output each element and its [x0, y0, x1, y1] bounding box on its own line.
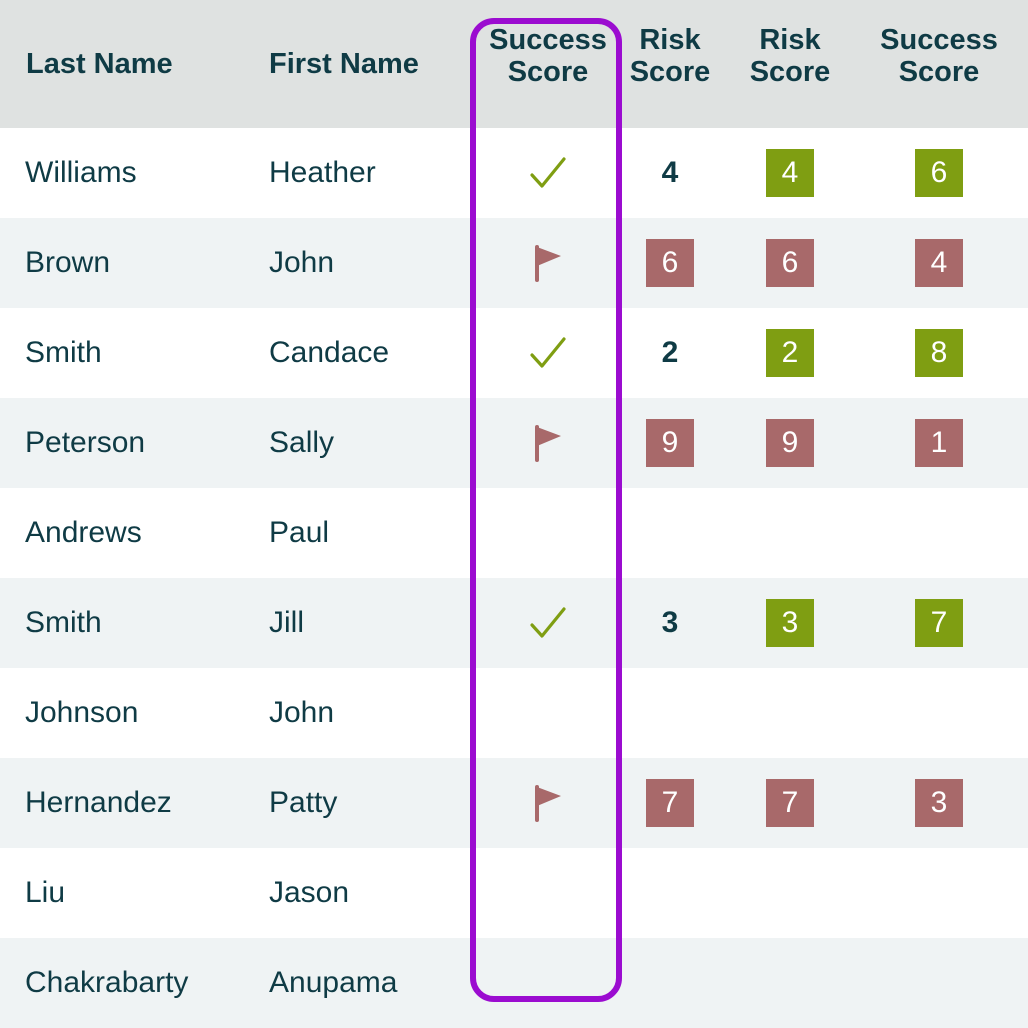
success-badge: 7	[915, 599, 963, 647]
flag-icon	[532, 784, 564, 822]
table-row[interactable]: Johnson John	[0, 668, 1028, 758]
cell-success-score: 4	[870, 218, 1008, 308]
success-badge: 1	[915, 419, 963, 467]
header-line: Success	[880, 24, 998, 56]
table-row[interactable]: Peterson Sally 9 9 1	[0, 398, 1028, 488]
header-first-name[interactable]: First Name	[269, 48, 419, 80]
cell-first-name: John	[269, 246, 335, 279]
header-success-score-status[interactable]: Success Score	[478, 0, 618, 128]
flag-icon	[532, 424, 564, 462]
cell-first-name: Heather	[269, 156, 376, 189]
success-badge: 6	[915, 149, 963, 197]
cell-last-name: Liu	[25, 876, 66, 909]
cell-last-name: Williams	[25, 156, 137, 189]
cell-last-name: Chakrabarty	[25, 966, 189, 999]
cell-last-name: Johnson	[25, 696, 139, 729]
risk-value: 4	[661, 156, 679, 189]
header-line: Score	[629, 56, 711, 88]
cell-status	[478, 758, 618, 848]
cell-first-name: Paul	[269, 516, 330, 549]
risk-value: 3	[661, 606, 679, 639]
header-success-score[interactable]: Success Score	[870, 0, 1008, 128]
cell-last-name: Smith	[25, 606, 102, 639]
header-line: Score	[898, 56, 980, 88]
cell-risk-score-plain: 4	[620, 128, 720, 218]
success-badge: 4	[915, 239, 963, 287]
cell-last-name: Peterson	[25, 426, 146, 459]
cell-success-score: 7	[870, 578, 1008, 668]
cell-risk-score: 4	[740, 128, 840, 218]
risk-value: 2	[661, 336, 679, 369]
cell-last-name: Smith	[25, 336, 102, 369]
check-icon	[530, 155, 566, 191]
cell-risk-score-plain: 3	[620, 578, 720, 668]
table-row[interactable]: Williams Heather 4 4 6	[0, 128, 1028, 218]
risk-badge: 9	[766, 419, 814, 467]
risk-badge: 7	[646, 779, 694, 827]
cell-risk-score: 9	[740, 398, 840, 488]
risk-badge: 6	[766, 239, 814, 287]
cell-risk-score: 6	[740, 218, 840, 308]
cell-first-name: Jill	[269, 606, 304, 639]
cell-risk-score-plain: 6	[620, 218, 720, 308]
cell-first-name: Candace	[269, 336, 390, 369]
cell-first-name: Patty	[269, 786, 338, 819]
table-row[interactable]: Chakrabarty Anupama	[0, 938, 1028, 1028]
check-icon	[530, 335, 566, 371]
header-line: Score	[749, 56, 831, 88]
flag-icon	[532, 244, 564, 282]
cell-risk-score: 2	[740, 308, 840, 398]
cell-status	[478, 308, 618, 398]
cell-risk-score-plain: 2	[620, 308, 720, 398]
risk-badge: 2	[766, 329, 814, 377]
cell-success-score: 8	[870, 308, 1008, 398]
table-row[interactable]: Brown John 6 6 4	[0, 218, 1028, 308]
risk-badge: 7	[766, 779, 814, 827]
cell-risk-score-plain: 9	[620, 398, 720, 488]
cell-first-name: Jason	[269, 876, 350, 909]
cell-risk-score: 7	[740, 758, 840, 848]
table-row[interactable]: Hernandez Patty 7 7 3	[0, 758, 1028, 848]
success-badge: 3	[915, 779, 963, 827]
table-header: Last Name First Name Success Score Risk …	[0, 0, 1028, 128]
header-risk-score-plain[interactable]: Risk Score	[620, 0, 720, 128]
header-line: Success	[489, 24, 607, 56]
cell-risk-score-plain: 7	[620, 758, 720, 848]
cell-first-name: Sally	[269, 426, 335, 459]
risk-badge: 6	[646, 239, 694, 287]
cell-last-name: Andrews	[25, 516, 142, 549]
cell-status	[478, 218, 618, 308]
header-line: Risk	[639, 24, 701, 56]
risk-badge: 3	[766, 599, 814, 647]
header-line: Risk	[759, 24, 821, 56]
cell-status	[478, 128, 618, 218]
cell-risk-score: 3	[740, 578, 840, 668]
cell-status	[478, 578, 618, 668]
risk-badge: 9	[646, 419, 694, 467]
cell-success-score: 3	[870, 758, 1008, 848]
table-row[interactable]: Liu Jason	[0, 848, 1028, 938]
cell-success-score: 1	[870, 398, 1008, 488]
cell-last-name: Hernandez	[25, 786, 172, 819]
cell-last-name: Brown	[25, 246, 111, 279]
header-risk-score[interactable]: Risk Score	[740, 0, 840, 128]
header-line: Score	[507, 56, 589, 88]
table-row[interactable]: Smith Jill 3 3 7	[0, 578, 1028, 668]
cell-success-score: 6	[870, 128, 1008, 218]
cell-status	[478, 398, 618, 488]
cell-first-name: John	[269, 696, 335, 729]
risk-badge: 4	[766, 149, 814, 197]
header-last-name[interactable]: Last Name	[26, 48, 173, 80]
cell-first-name: Anupama	[269, 966, 398, 999]
success-badge: 8	[915, 329, 963, 377]
check-icon	[530, 605, 566, 641]
table-row[interactable]: Andrews Paul	[0, 488, 1028, 578]
table-row[interactable]: Smith Candace 2 2 8	[0, 308, 1028, 398]
